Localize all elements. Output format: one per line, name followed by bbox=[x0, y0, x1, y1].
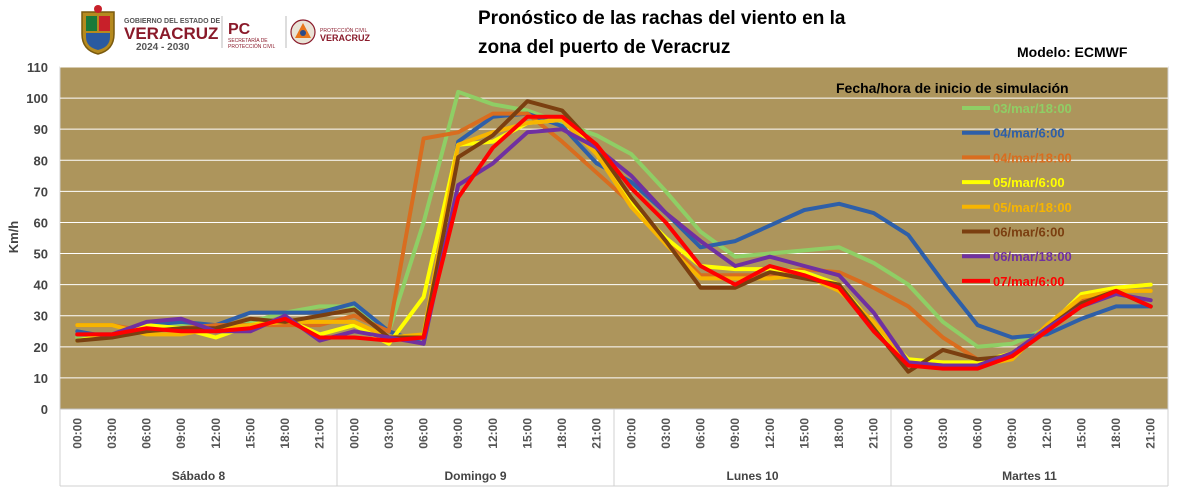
x-tick-label-3: 09:00 bbox=[174, 418, 188, 449]
plot-background bbox=[59, 66, 1169, 410]
x-tick-label-29: 15:00 bbox=[1074, 418, 1088, 449]
logo-graphics: GOBIERNO DEL ESTADO DE VERACRUZ 2024 - 2… bbox=[81, 5, 371, 55]
legend-label-4: 05/mar/18:00 bbox=[993, 200, 1072, 215]
header: GOBIERNO DEL ESTADO DE VERACRUZ 2024 - 2… bbox=[0, 0, 1180, 64]
logo-line1: GOBIERNO DEL ESTADO DE bbox=[124, 18, 221, 25]
day-label-2: Lunes 10 bbox=[726, 469, 778, 483]
legend-label-6: 06/mar/18:00 bbox=[993, 249, 1072, 264]
y-tick-label-50: 50 bbox=[34, 247, 48, 262]
y-tick-label-10: 10 bbox=[34, 371, 48, 386]
x-tick-label-25: 03:00 bbox=[936, 418, 950, 449]
y-tick-label-70: 70 bbox=[34, 184, 48, 199]
pc2-top: PROTECCIÓN CIVIL bbox=[320, 27, 367, 34]
legend-label-3: 05/mar/6:00 bbox=[993, 175, 1065, 190]
y-tick-label-20: 20 bbox=[34, 340, 48, 355]
legend-label-0: 03/mar/18:00 bbox=[993, 101, 1072, 116]
title-line2: zona del puerto de Veracruz bbox=[478, 37, 731, 58]
legend-title: Fecha/hora de inicio de simulación bbox=[836, 80, 1069, 96]
veracruz-shield-icon bbox=[81, 5, 115, 55]
x-tick-label-9: 03:00 bbox=[382, 418, 396, 449]
x-tick-label-31: 21:00 bbox=[1144, 418, 1158, 449]
y-tick-label-80: 80 bbox=[34, 153, 48, 168]
y-tick-label-40: 40 bbox=[34, 278, 48, 293]
logo-line3: 2024 - 2030 bbox=[136, 42, 190, 53]
x-tick-label-2: 06:00 bbox=[140, 418, 154, 449]
x-tick-label-30: 18:00 bbox=[1109, 418, 1123, 449]
y-tick-label-30: 30 bbox=[34, 309, 48, 324]
pc-logo-text: PC bbox=[228, 21, 251, 38]
y-tick-label-100: 100 bbox=[26, 91, 48, 106]
title-line1: Pronóstico de las rachas del viento en l… bbox=[478, 8, 846, 29]
y-axis-ticks: 0 10 20 30 40 50 60 70 80 90 100 110 bbox=[26, 60, 48, 417]
x-tick-label-7: 21:00 bbox=[313, 418, 327, 449]
pc-sub1: SECRETARÍA DE bbox=[228, 37, 268, 44]
x-tick-label-11: 09:00 bbox=[451, 418, 465, 449]
civil-protection-emblem-icon bbox=[290, 19, 316, 45]
legend-label-1: 04/mar/6:00 bbox=[993, 126, 1065, 141]
x-tick-label-5: 15:00 bbox=[243, 418, 257, 449]
legend-label-7: 07/mar/6:00 bbox=[993, 274, 1065, 289]
government-logos: GOBIERNO DEL ESTADO DE VERACRUZ 2024 - 2… bbox=[76, 4, 376, 56]
pc2-bottom: VERACRUZ bbox=[320, 33, 371, 43]
y-tick-label-90: 90 bbox=[34, 122, 48, 137]
x-tick-label-20: 12:00 bbox=[763, 418, 777, 449]
x-tick-label-10: 06:00 bbox=[417, 418, 431, 449]
x-tick-label-24: 00:00 bbox=[901, 418, 915, 449]
x-tick-label-27: 09:00 bbox=[1005, 418, 1019, 449]
x-tick-label-21: 15:00 bbox=[797, 418, 811, 449]
x-tick-label-22: 18:00 bbox=[832, 418, 846, 449]
x-tick-label-0: 00:00 bbox=[70, 418, 84, 449]
x-tick-label-8: 00:00 bbox=[347, 418, 361, 449]
x-axis: 00:00 03:00 06:00 09:00 12:00 15:00 18:00 21:00… bbox=[59, 408, 1169, 487]
y-tick-label-0: 0 bbox=[41, 402, 48, 417]
legend: Fecha/hora de inicio de simulación 03/ma… bbox=[836, 80, 1072, 289]
legend-label-5: 06/mar/6:00 bbox=[993, 225, 1065, 240]
chart-title: Pronóstico de las rachas del viento en l… bbox=[478, 4, 898, 62]
series-line-5 bbox=[75, 99, 1153, 374]
x-tick-label-13: 15:00 bbox=[520, 418, 534, 449]
y-axis-label: Km/h bbox=[6, 221, 21, 254]
x-tick-label-1: 03:00 bbox=[105, 418, 119, 449]
x-tick-label-23: 21:00 bbox=[867, 418, 881, 449]
x-tick-label-4: 12:00 bbox=[209, 418, 223, 449]
x-tick-label-15: 21:00 bbox=[590, 418, 604, 449]
plot-area bbox=[59, 66, 1169, 410]
day-label-0: Sábado 8 bbox=[172, 469, 226, 483]
x-tick-label-19: 09:00 bbox=[728, 418, 742, 449]
y-tick-label-110: 110 bbox=[27, 60, 48, 75]
x-tick-label-28: 12:00 bbox=[1040, 418, 1054, 449]
x-tick-label-12: 12:00 bbox=[486, 418, 500, 449]
pc-sub2: PROTECCIÓN CIVIL bbox=[228, 43, 275, 50]
series-line-7 bbox=[75, 114, 1153, 371]
x-tick-label-16: 00:00 bbox=[624, 418, 638, 449]
legend-label-2: 04/mar/18:00 bbox=[993, 150, 1072, 165]
x-tick-label-14: 18:00 bbox=[555, 418, 569, 449]
series-lines bbox=[75, 89, 1153, 374]
day-label-3: Martes 11 bbox=[1002, 469, 1057, 483]
x-tick-label-18: 06:00 bbox=[694, 418, 708, 449]
model-label: Modelo: ECMWF bbox=[1017, 44, 1128, 60]
y-tick-label-60: 60 bbox=[34, 215, 48, 230]
logo-line2: VERACRUZ bbox=[124, 24, 218, 43]
x-tick-label-6: 18:00 bbox=[278, 418, 292, 449]
x-tick-label-17: 03:00 bbox=[659, 418, 673, 449]
day-label-1: Domingo 9 bbox=[445, 469, 507, 483]
x-tick-label-26: 06:00 bbox=[971, 418, 985, 449]
